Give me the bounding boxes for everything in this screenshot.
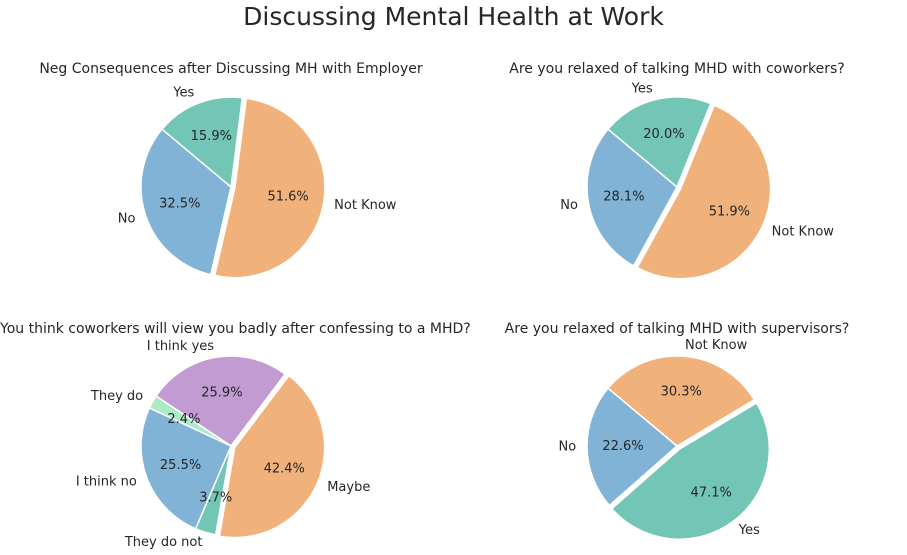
- pie-slice-they-do: [148, 395, 232, 447]
- slice-label-not-know: Not Know: [685, 338, 748, 353]
- chart-title-coworkers-relaxed: Are you relaxed of talking MHD with cowo…: [509, 61, 845, 77]
- pct-label-they-do-not: 3.7%: [199, 490, 232, 505]
- slice-label-not-know: Not Know: [772, 224, 835, 239]
- pct-label-maybe: 42.4%: [264, 462, 305, 477]
- chart-title-employer-consequences: Neg Consequences after Discussing MH wit…: [39, 61, 423, 77]
- slice-label-not-know: Not Know: [334, 198, 397, 213]
- pie-slice-i-think-yes: [155, 355, 286, 447]
- slice-label-no: No: [118, 211, 136, 226]
- pct-label-yes: 47.1%: [691, 485, 732, 500]
- pct-label-no: 32.5%: [159, 197, 200, 212]
- pct-label-no: 22.6%: [602, 439, 643, 454]
- slice-label-yes: Yes: [631, 82, 653, 97]
- slice-label-no: No: [560, 198, 578, 213]
- slice-label-they-do: They do: [90, 389, 143, 404]
- pie-slice-not-know: [636, 104, 772, 280]
- pie-slice-no: [140, 128, 232, 276]
- pie-slice-not-know: [213, 97, 326, 279]
- pct-label-i-think-yes: 25.9%: [201, 385, 242, 400]
- pie-chart-coworkers-relaxed: 28.1% No 51.9% Not Know 20.0% Yes: [560, 82, 835, 280]
- slice-label-yes: Yes: [738, 523, 760, 538]
- pct-label-they-do: 2.4%: [167, 412, 200, 427]
- pct-label-not-know: 30.3%: [661, 385, 702, 400]
- slice-label-maybe: Maybe: [327, 480, 370, 495]
- pie-slice-yes: [611, 402, 771, 540]
- slice-label-yes: Yes: [172, 86, 194, 101]
- pie-chart-coworkers-view: 25.5% I think no 3.7% They do not 42.4% Maybe…: [76, 339, 370, 550]
- pie-chart-employer-consequences: 32.5% No 51.6% Not Know 15.9% Yes: [118, 86, 397, 279]
- pct-label-yes: 20.0%: [643, 127, 684, 142]
- pie-chart-supervisors-relaxed: 22.6% No 47.1% Yes 30.3% Not Know: [559, 338, 771, 540]
- pie-slice-no: [586, 387, 678, 507]
- pie-slice-no: [586, 128, 678, 267]
- pct-label-no: 28.1%: [603, 189, 644, 204]
- slice-label-they-do-not: They do not: [124, 535, 203, 550]
- slice-label-no: No: [559, 440, 577, 455]
- pie-slice-yes: [161, 96, 244, 188]
- pie-slice-not-know: [607, 355, 755, 447]
- pct-label-not-know: 51.6%: [267, 190, 308, 205]
- pie-slice-yes: [607, 96, 712, 188]
- pct-label-not-know: 51.9%: [709, 204, 750, 219]
- slice-label-i-think-no: I think no: [76, 475, 137, 490]
- chart-title-coworkers-view: You think coworkers will view you badly …: [0, 321, 471, 337]
- pie-slice-maybe: [218, 374, 326, 539]
- pct-label-yes: 15.9%: [191, 129, 232, 144]
- chart-title-supervisors-relaxed: Are you relaxed of talking MHD with supe…: [504, 321, 850, 337]
- slice-label-i-think-yes: I think yes: [147, 339, 215, 354]
- figure-title: Discussing Mental Health at Work: [243, 2, 664, 31]
- pct-label-i-think-no: 25.5%: [160, 458, 201, 473]
- pie-slice-they-do-not: [194, 445, 232, 536]
